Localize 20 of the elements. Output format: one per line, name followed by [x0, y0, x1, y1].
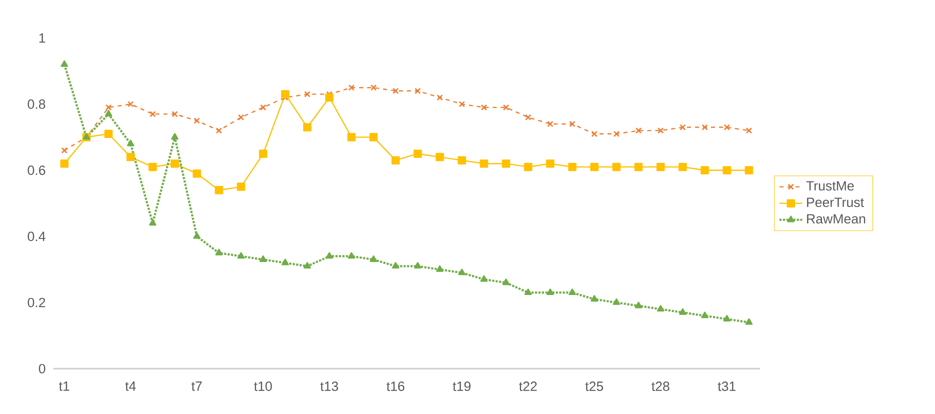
legend-label: RawMean: [807, 214, 866, 224]
y-tick-label: 0.4: [28, 232, 46, 242]
x-tick-label: t16: [386, 382, 404, 391]
y-tick-label: 0.6: [28, 166, 46, 175]
x-tick-label: t13: [320, 382, 338, 391]
x-tick-label: t4: [125, 382, 136, 391]
x-tick-label: t7: [192, 382, 202, 391]
x-tick-label: t19: [452, 382, 471, 391]
y-tick-label: 1: [39, 33, 46, 43]
legend-label: TrustMe: [806, 181, 854, 191]
legend-label: PeerTrust: [807, 198, 864, 208]
x-tick-label: t22: [519, 382, 537, 391]
y-tick-label: 0.2: [28, 298, 46, 308]
x-tick-label: t25: [585, 382, 604, 391]
y-tick-label: 0.8: [28, 99, 46, 109]
y-tick-label: 0: [38, 364, 46, 374]
x-tick-label: t1: [59, 382, 70, 391]
x-tick-label: t31: [718, 382, 736, 391]
x-tick-label: t28: [652, 382, 670, 391]
x-tick-label: t10: [254, 382, 272, 391]
